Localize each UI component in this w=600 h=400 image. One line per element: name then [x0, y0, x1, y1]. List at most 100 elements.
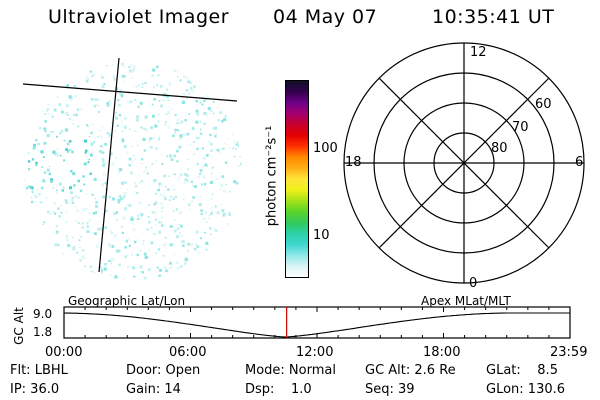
uv-speckle-dot: [155, 192, 157, 195]
uv-speckle-dot: [123, 117, 126, 121]
uv-speckle-dot: [240, 166, 242, 168]
uv-speckle-dot: [206, 165, 208, 167]
uv-speckle-dot: [72, 237, 74, 238]
uv-speckle-dot: [49, 213, 51, 215]
uv-speckle-dot: [179, 232, 181, 234]
uv-speckle-dot: [84, 151, 87, 154]
uv-speckle-dot: [197, 250, 200, 253]
uv-speckle-dot: [176, 262, 179, 264]
uv-speckle-dot: [161, 216, 163, 218]
uv-speckle-dot: [48, 172, 51, 176]
uv-speckle-dot: [210, 149, 213, 152]
uv-speckle-dot: [177, 75, 179, 78]
uv-speckle-dot: [101, 160, 105, 163]
uv-speckle-dot: [169, 154, 172, 158]
uv-speckle-dot: [80, 108, 83, 111]
uv-speckle-dot: [40, 201, 43, 204]
uv-speckle-dot: [235, 147, 237, 150]
uv-speckle-dot: [173, 154, 176, 158]
uv-speckle-dot: [190, 200, 194, 203]
uv-speckle-dot: [157, 188, 160, 192]
uv-speckle-dot: [224, 114, 228, 118]
uv-speckle-dot: [96, 205, 99, 208]
image-time: 10:35:41 UT: [432, 6, 555, 28]
uv-speckle-dot: [111, 200, 113, 202]
uv-speckle-dot: [128, 69, 133, 73]
uv-speckle-dot: [192, 152, 196, 156]
uv-speckle-dot: [97, 135, 99, 138]
uv-speckle-dot: [79, 259, 82, 262]
uv-speckle-dot: [165, 94, 169, 98]
uv-speckle-dot: [135, 115, 139, 119]
uv-speckle-dot: [157, 248, 161, 251]
uv-speckle-dot: [159, 268, 162, 272]
uv-speckle-dot: [89, 172, 92, 175]
uv-speckle-dot: [89, 70, 92, 73]
uv-speckle-dot: [164, 190, 166, 192]
uv-speckle-dot: [222, 214, 225, 217]
uv-speckle-dot: [145, 253, 147, 255]
uv-speckle-dot: [27, 185, 30, 187]
uv-speckle-dot: [165, 269, 168, 273]
uv-speckle-dot: [235, 143, 238, 146]
uv-speckle-dot: [176, 118, 180, 122]
uv-speckle-dot: [76, 209, 79, 212]
uv-speckle-dot: [138, 174, 140, 176]
uv-speckle-dot: [126, 204, 128, 206]
uv-speckle-dot: [68, 117, 72, 120]
uv-speckle-dot: [142, 137, 146, 141]
uv-speckle-dot: [183, 181, 186, 184]
uv-speckle-dot: [224, 161, 228, 164]
uv-speckle-dot: [145, 166, 147, 168]
uv-speckle-dot: [158, 140, 159, 141]
uv-speckle-dot: [40, 186, 44, 190]
uv-speckle-dot: [167, 188, 170, 191]
uv-speckle-dot: [66, 200, 68, 202]
uv-speckle-dot: [225, 183, 227, 186]
uv-speckle-dot: [114, 115, 117, 117]
uv-speckle-dot: [223, 190, 226, 193]
uv-speckle-dot: [192, 120, 194, 122]
uv-speckle-dot: [69, 186, 73, 190]
uv-speckle-dot: [110, 263, 112, 265]
uv-speckle-dot: [155, 113, 157, 115]
uv-speckle-dot: [35, 139, 38, 142]
uv-speckle-dot: [57, 96, 59, 98]
uv-speckle-dot: [163, 123, 167, 127]
uv-speckle-dot: [172, 209, 175, 212]
uv-speckle-dot: [216, 211, 220, 215]
timeline-x-tick-0600: 06:00: [169, 345, 207, 360]
uv-speckle-dot: [29, 185, 32, 189]
uv-speckle-dot: [187, 168, 189, 171]
uv-speckle-dot: [199, 253, 201, 255]
uv-speckle-dot: [109, 196, 111, 198]
uv-speckle-dot: [92, 141, 95, 144]
uv-speckle-dot: [54, 154, 56, 156]
uv-speckle-dot: [35, 201, 37, 203]
uv-speckle-dot: [216, 178, 219, 181]
uv-speckle-dot: [210, 208, 212, 211]
uv-speckle-dot: [128, 203, 132, 207]
uv-speckle-dot: [233, 180, 237, 184]
uv-speckle-dot: [122, 216, 126, 220]
uv-speckle-dot: [72, 247, 75, 250]
uv-speckle-dot: [194, 86, 196, 88]
uv-speckle-dot: [206, 95, 209, 99]
uv-speckle-dot: [155, 252, 157, 254]
uv-speckle-dot: [76, 108, 80, 111]
uv-speckle-dot: [123, 145, 127, 148]
uv-speckle-dot: [180, 120, 184, 124]
mlat-mlt-polar-grid: [343, 42, 585, 284]
uv-speckle-dot: [132, 228, 136, 232]
uv-speckle-dot: [115, 218, 118, 221]
uv-speckle-dot: [202, 98, 205, 101]
uv-speckle-dot: [78, 246, 82, 249]
uv-speckle-dot: [42, 179, 46, 183]
uv-speckle-dot: [187, 203, 191, 206]
uv-speckle-dot: [61, 189, 65, 192]
uv-speckle-dot: [158, 185, 160, 187]
uv-speckle-dot: [163, 266, 167, 270]
uv-speckle-dot: [199, 237, 203, 240]
uv-speckle-dot: [158, 274, 162, 278]
uv-speckle-dot: [132, 65, 136, 69]
